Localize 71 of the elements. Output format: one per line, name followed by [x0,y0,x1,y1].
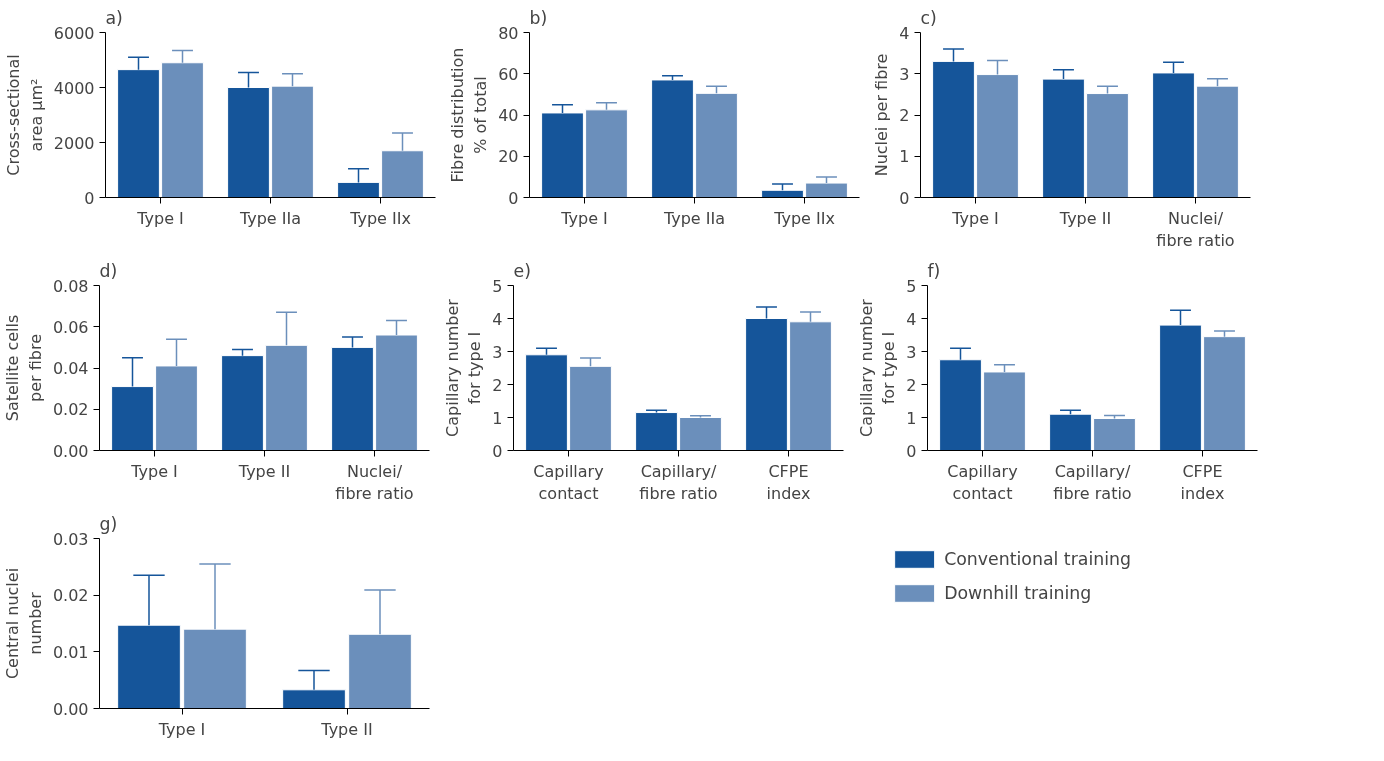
x-tick-label: Type II [1058,208,1112,228]
y-tick-label: 3 [492,342,503,362]
y-tick-label: 0.04 [52,359,89,378]
y-tick-label: 2000 [53,133,95,153]
y-axis-title: Central nuclei number [3,567,45,680]
y-tick-label: 0 [84,188,95,208]
y-tick-label: 0.06 [52,317,89,337]
legend-label: Downhill training [944,583,1092,603]
chart-title: d) [99,260,118,281]
y-tick-label: 1 [906,408,917,428]
x-tick-label: Type IIx [773,208,835,228]
y-tick-label: 0 [899,188,910,208]
x-tick-label: Type I [136,208,184,228]
x-tick-label: Nuclei/ fibre ratio [335,461,414,504]
y-axis-title: Capillary number for type I [442,298,485,437]
y-tick-label: 4000 [53,78,95,98]
y-tick-label: 0.01 [52,642,89,662]
y-tick-label: 0.02 [52,400,89,420]
x-tick-label: Capillary contact [947,461,1018,504]
y-tick-label: 80 [498,23,519,43]
x-tick-label: Type I [130,461,178,481]
y-tick-label: 5 [492,276,503,296]
y-tick-label: 0.03 [52,529,89,549]
y-tick-label: 0 [492,441,503,461]
x-tick-label: Capillary/ fibre ratio [1053,461,1132,504]
y-tick-label: 2 [899,106,910,125]
x-tick-label: Type I [951,208,999,228]
y-axis-title: Cross-sectional area µm² [3,54,46,176]
y-tick-label: 0.08 [52,276,89,296]
x-tick-label: CFPE index [766,461,811,504]
y-tick-label: 0.00 [52,699,89,719]
y-tick-label: 1 [492,408,503,428]
y-tick-label: 0.00 [52,441,89,461]
y-tick-label: 4 [906,309,917,329]
chart-title: f) [927,260,941,281]
y-tick-label: 2 [906,375,917,395]
x-tick-label: Type II [237,461,291,481]
x-tick-label: Type I [560,208,608,228]
y-tick-label: 2 [492,375,503,395]
x-tick-label: Capillary/ fibre ratio [639,461,718,504]
x-tick-label: Type IIx [349,208,411,228]
x-tick-label: Type I [157,719,206,739]
y-tick-label: 4 [492,309,503,329]
x-tick-label: Type IIa [238,208,302,228]
chart-title: b) [529,7,548,28]
y-tick-label: 0 [508,188,519,208]
y-tick-label: 1 [899,147,910,167]
y-axis-title: Fibre distribution % of total [448,47,491,183]
y-tick-label: 40 [498,106,519,125]
y-axis-title: Nuclei per fibre [872,53,892,177]
y-tick-label: 3 [906,342,917,362]
chart-title: g) [99,513,118,534]
x-tick-label: Nuclei/ fibre ratio [1156,208,1235,251]
x-tick-label: CFPE index [1180,461,1225,504]
x-tick-label: Type II [320,719,373,739]
chart-title: e) [513,260,531,281]
chart-title: c) [920,7,937,28]
y-tick-label: 4 [899,23,910,43]
y-axis-title: Capillary number for type I [856,298,899,437]
y-tick-label: 60 [498,64,519,84]
x-tick-label: Type IIa [662,208,726,228]
y-tick-label: 5 [906,276,917,296]
y-axis-title: Satellite cells per fibre [3,314,45,422]
chart-title: a) [105,7,123,28]
y-tick-label: 0 [906,441,917,461]
legend-label: Conventional training [944,549,1131,569]
y-tick-label: 0.02 [52,586,89,606]
y-tick-label: 6000 [53,23,95,43]
y-tick-label: 20 [498,147,519,167]
y-tick-label: 3 [899,64,910,84]
x-tick-label: Capillary contact [533,461,604,504]
